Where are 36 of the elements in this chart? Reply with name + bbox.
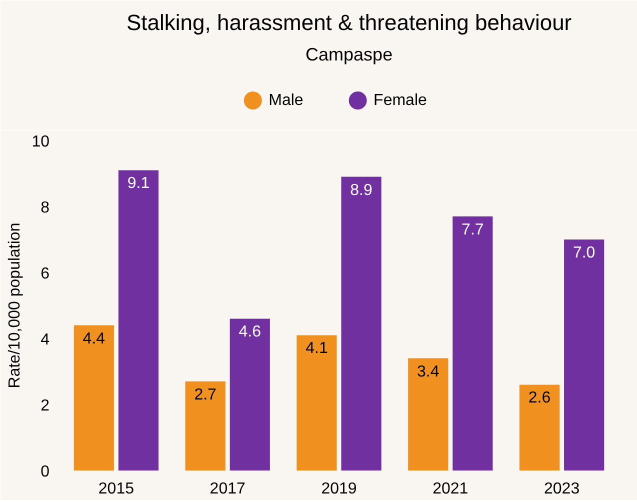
data-label: 2.6 [528, 390, 551, 407]
x-tick-label: 2023 [544, 480, 580, 498]
data-label: 4.4 [82, 330, 106, 348]
data-label: 7.0 [572, 244, 596, 262]
data-label: 4.1 [306, 340, 328, 358]
y-axis-title: Rate/10,000 population [6, 222, 24, 388]
x-tick-label: 2017 [210, 480, 246, 498]
chart-title: Stalking, harassment & threatening behaviour [126, 10, 572, 35]
legend-label: Female [374, 92, 427, 109]
y-tick-label: 0 [40, 464, 50, 480]
bar [519, 384, 560, 470]
bar [74, 325, 114, 470]
legend-label: Male [268, 92, 304, 109]
data-label: 4.6 [238, 324, 262, 341]
bar [185, 381, 226, 470]
y-tick-label: 10 [32, 134, 50, 150]
bar [408, 358, 448, 470]
bar [452, 216, 493, 470]
bar [296, 335, 337, 470]
data-label: 2.7 [194, 386, 217, 404]
y-tick-label: 8 [40, 200, 50, 216]
x-tick-label: 2015 [98, 480, 134, 498]
bar [118, 170, 159, 470]
chart-subtitle: Campaspe [306, 44, 393, 64]
bar [564, 240, 604, 470]
y-tick-label: 4 [40, 332, 50, 348]
data-label: 7.7 [462, 221, 484, 238]
x-tick-label: 2021 [432, 480, 468, 498]
data-label: 3.4 [417, 363, 440, 380]
data-label: 9.1 [127, 175, 150, 192]
bar [230, 318, 270, 470]
y-tick-label: 6 [40, 266, 50, 282]
x-tick-label: 2019 [321, 480, 357, 498]
bar [341, 176, 382, 470]
y-tick-label: 2 [40, 398, 50, 414]
data-label: 8.9 [350, 182, 373, 199]
